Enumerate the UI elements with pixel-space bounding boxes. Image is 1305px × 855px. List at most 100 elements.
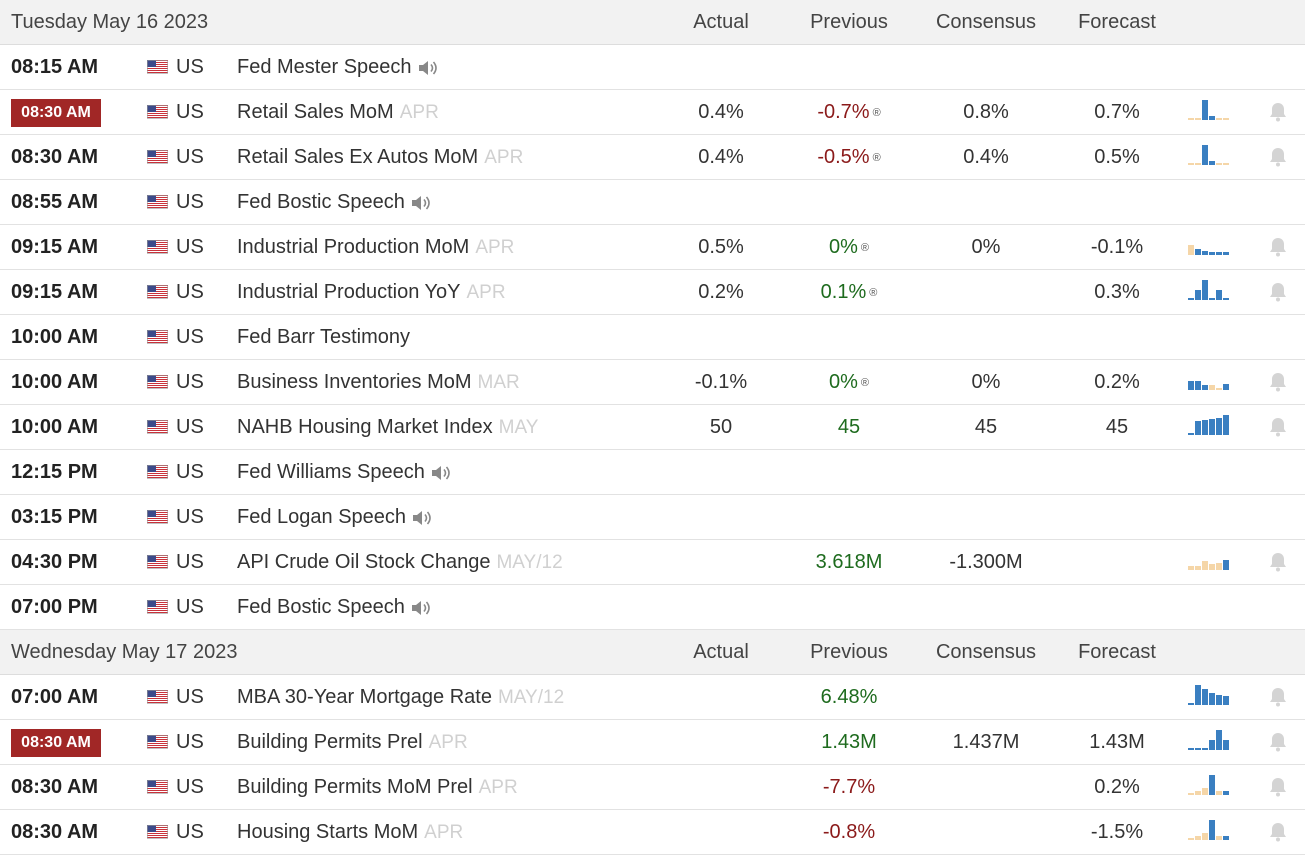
revised-icon[interactable]: ® (860, 241, 869, 254)
event-row[interactable]: 08:55 AM US Fed Bostic Speech (0, 180, 1305, 225)
sparkline-bar (1223, 118, 1229, 120)
previous-cell: 45 (788, 405, 910, 449)
event-reference-period: APR (478, 777, 518, 798)
event-row[interactable]: 03:15 PM US Fed Logan Speech (0, 495, 1305, 540)
event-time: 09:15 AM (11, 236, 99, 258)
event-row[interactable]: 07:00 AM US MBA 30-Year Mortgage Rate MAY/1… (0, 675, 1305, 720)
bell-icon[interactable] (1268, 821, 1288, 843)
event-country: US (176, 686, 204, 708)
bell-icon[interactable] (1268, 146, 1288, 168)
previous-value: 6.48% (820, 686, 878, 708)
actual-value: -0.1% (694, 371, 748, 393)
previous-value: 45 (837, 416, 861, 438)
event-name-link[interactable]: Fed Barr Testimony (237, 315, 410, 359)
event-name-link[interactable]: Fed Logan Speech (237, 495, 432, 539)
bell-icon[interactable] (1268, 236, 1288, 258)
event-row[interactable]: 08:30 AM US Building Permits Prel APR 1.43M 1… (0, 720, 1305, 765)
actual-value: 0.5% (698, 236, 744, 258)
event-country: US (176, 371, 204, 393)
bell-icon[interactable] (1268, 776, 1288, 798)
sparkline-chart[interactable] (1188, 278, 1230, 300)
event-name-link[interactable]: Industrial Production MoM APR (237, 225, 514, 269)
event-time: 08:15 AM (11, 56, 99, 78)
event-row[interactable]: 10:00 AM US Fed Barr Testimony (0, 315, 1305, 360)
revised-icon[interactable]: ® (869, 286, 878, 299)
sparkline-chart[interactable] (1188, 98, 1230, 120)
speaker-icon (418, 60, 437, 75)
event-name-link[interactable]: Building Permits Prel APR (237, 720, 468, 764)
sparkline-bar (1223, 163, 1229, 165)
bell-icon[interactable] (1268, 551, 1288, 573)
previous-column-header: Previous (810, 641, 888, 663)
bell-icon[interactable] (1268, 371, 1288, 393)
sparkline-chart[interactable] (1188, 233, 1230, 255)
event-time: 07:00 PM (11, 596, 98, 618)
previous-value: 0.1% (820, 281, 867, 303)
event-name-link[interactable]: MBA 30-Year Mortgage Rate MAY/12 (237, 675, 564, 719)
us-flag-icon (147, 510, 168, 524)
event-row[interactable]: 08:30 AM US Housing Starts MoM APR -0.8% -1.5… (0, 810, 1305, 855)
previous-cell: -0.7% ® (788, 90, 910, 134)
event-name: Fed Barr Testimony (237, 326, 411, 348)
sparkline-chart[interactable] (1188, 368, 1230, 390)
event-name-link[interactable]: NAHB Housing Market Index MAY (237, 405, 538, 449)
bell-icon[interactable] (1268, 101, 1288, 123)
event-name-link[interactable]: Retail Sales Ex Autos MoM APR (237, 135, 523, 179)
event-row[interactable]: 08:30 AM US Retail Sales MoM APR 0.4% -0.7% ® 0… (0, 90, 1305, 135)
bell-icon[interactable] (1268, 416, 1288, 438)
event-row[interactable]: 10:00 AM US Business Inventories MoM MAR -0.… (0, 360, 1305, 405)
sparkline-chart[interactable] (1188, 818, 1230, 840)
sparkline-bar (1223, 384, 1229, 390)
sparkline-bar (1209, 116, 1215, 120)
event-time: 08:30 AM (11, 776, 99, 798)
sparkline-bar (1209, 161, 1215, 165)
sparkline-chart[interactable] (1188, 413, 1230, 435)
sparkline-bar (1209, 693, 1215, 705)
sparkline-bar (1195, 748, 1201, 750)
revised-icon[interactable]: ® (872, 106, 881, 119)
event-name-link[interactable]: Fed Bostic Speech (237, 180, 431, 224)
bell-icon[interactable] (1268, 731, 1288, 753)
event-row[interactable]: 09:15 AM US Industrial Production MoM APR 0.… (0, 225, 1305, 270)
sparkline-bar (1202, 385, 1208, 390)
sparkline-chart[interactable] (1188, 548, 1230, 570)
event-row[interactable]: 08:30 AM US Building Permits MoM Prel APR -7… (0, 765, 1305, 810)
event-name-link[interactable]: Fed Bostic Speech (237, 585, 431, 629)
revised-icon[interactable]: ® (860, 376, 869, 389)
event-name-link[interactable]: Fed Williams Speech (237, 450, 451, 494)
sparkline-bar (1195, 118, 1201, 120)
event-row[interactable]: 08:15 AM US Fed Mester Speech (0, 45, 1305, 90)
event-name-link[interactable]: Housing Starts MoM APR (237, 810, 463, 854)
sparkline-chart[interactable] (1188, 773, 1230, 795)
event-name-link[interactable]: Fed Mester Speech (237, 45, 438, 89)
event-name-link[interactable]: Industrial Production YoY APR (237, 270, 506, 314)
event-row[interactable]: 12:15 PM US Fed Williams Speech (0, 450, 1305, 495)
previous-cell: 6.48% (788, 675, 910, 719)
event-row[interactable]: 10:00 AM US NAHB Housing Market Index MAY 50… (0, 405, 1305, 450)
us-flag-icon (147, 330, 168, 344)
sparkline-bar (1195, 685, 1201, 705)
event-name-link[interactable]: Business Inventories MoM MAR (237, 360, 520, 404)
event-name-link[interactable]: Retail Sales MoM APR (237, 90, 439, 134)
previous-cell: 3.618M (788, 540, 910, 584)
sparkline-bar (1202, 145, 1208, 165)
sparkline-bar (1223, 560, 1229, 570)
event-name-link[interactable]: API Crude Oil Stock Change MAY/12 (237, 540, 563, 584)
event-name-link[interactable]: Building Permits MoM Prel APR (237, 765, 518, 809)
event-row[interactable]: 07:00 PM US Fed Bostic Speech (0, 585, 1305, 630)
bell-icon[interactable] (1268, 281, 1288, 303)
event-row[interactable]: 09:15 AM US Industrial Production YoY APR 0.… (0, 270, 1305, 315)
sparkline-chart[interactable] (1188, 728, 1230, 750)
sparkline-chart[interactable] (1188, 143, 1230, 165)
actual-value: 50 (709, 416, 733, 438)
event-name: MBA 30-Year Mortgage Rate (237, 686, 492, 708)
bell-icon[interactable] (1268, 686, 1288, 708)
sparkline-bar (1202, 280, 1208, 300)
sparkline-chart[interactable] (1188, 683, 1230, 705)
event-country: US (176, 776, 204, 798)
event-row[interactable]: 08:30 AM US Retail Sales Ex Autos MoM APR 0.… (0, 135, 1305, 180)
revised-icon[interactable]: ® (872, 151, 881, 164)
us-flag-icon (147, 780, 168, 794)
event-row[interactable]: 04:30 PM US API Crude Oil Stock Change MAY/… (0, 540, 1305, 585)
